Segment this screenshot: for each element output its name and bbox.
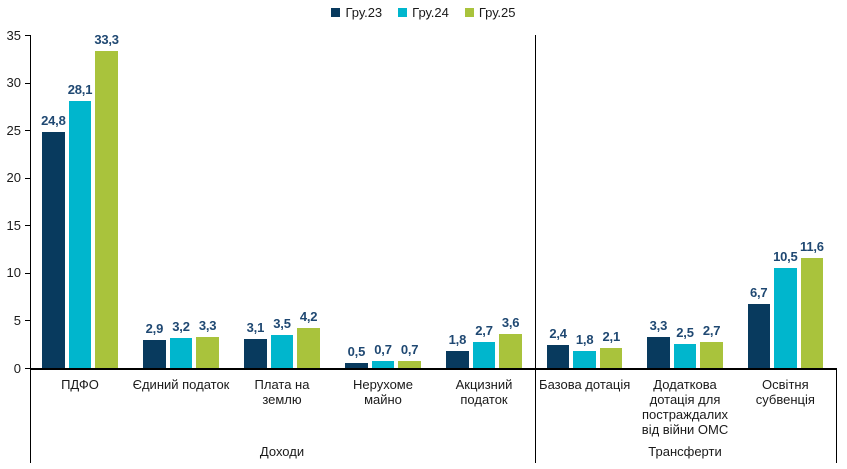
y-axis-tick: [24, 177, 30, 179]
bar: [747, 304, 770, 368]
y-axis-tick: [24, 82, 30, 84]
y-axis-tick-label: 25: [6, 122, 21, 138]
category-label: ПДФО: [61, 377, 99, 392]
y-axis-tick-label: 5: [13, 312, 21, 328]
legend-item: Гру.24: [398, 5, 449, 20]
value-label: 2,5: [676, 325, 694, 341]
right-border-line: [835, 368, 837, 463]
bar: [297, 328, 320, 368]
category-label: Нерухоме майно: [353, 377, 413, 407]
bar: [472, 342, 496, 368]
legend: Гру.23 Гру.24 Гру.25: [0, 5, 847, 20]
bar: [143, 340, 166, 368]
value-label: 0,7: [374, 342, 392, 358]
value-label: 0,5: [347, 344, 366, 360]
bar: [345, 363, 368, 368]
bar: [446, 350, 469, 368]
bar: [647, 336, 670, 368]
y-axis-tick: [24, 35, 30, 36]
x-axis-line: [29, 368, 837, 370]
category-label: Базова дотація: [539, 377, 631, 392]
legend-swatch-icon: [398, 8, 408, 17]
value-label: 3,3: [198, 317, 217, 333]
value-label: 2,7: [475, 323, 493, 339]
value-label: 3,3: [649, 317, 668, 333]
bar: [546, 345, 570, 368]
bar: [68, 100, 92, 368]
value-label: 3,2: [172, 318, 190, 334]
legend-swatch-icon: [464, 8, 474, 17]
value-label: 2,7: [702, 323, 721, 339]
bar: [169, 337, 193, 368]
bar: [244, 338, 267, 368]
bar: [95, 51, 118, 368]
value-label: 2,9: [145, 321, 164, 337]
bar: [270, 334, 294, 368]
value-label: 2,4: [549, 326, 567, 342]
bar: [42, 132, 65, 368]
y-axis-line: [29, 35, 31, 463]
bar: [398, 361, 421, 368]
value-label: 3,1: [246, 319, 265, 335]
value-label: 2,1: [602, 329, 621, 345]
y-axis-tick: [24, 320, 30, 322]
legend-label: Гру.23: [345, 5, 383, 20]
bar: [196, 336, 219, 368]
y-axis-tick-label: 30: [6, 75, 21, 91]
y-axis-tick-label: 35: [6, 27, 21, 43]
y-axis-tick: [24, 130, 30, 132]
legend-label: Гру.25: [478, 5, 516, 20]
y-axis-tick: [24, 225, 30, 227]
bar: [800, 257, 824, 368]
y-axis-tick: [24, 272, 30, 274]
legend-swatch-icon: [331, 8, 341, 17]
bar: [371, 361, 395, 368]
y-axis-tick-label: 10: [6, 265, 21, 281]
bar: [673, 344, 697, 368]
group-label: Трансферти: [648, 444, 722, 459]
group-label: Доходи: [259, 444, 305, 459]
y-axis-tick: [24, 368, 30, 369]
value-label: 33,3: [94, 32, 119, 48]
bar: [499, 333, 522, 368]
value-label: 28,1: [67, 81, 93, 97]
y-axis-tick-label: 15: [6, 217, 21, 233]
category-label: Акцизний податок: [455, 377, 513, 407]
value-label: 3,6: [501, 314, 520, 330]
value-label: 11,6: [800, 238, 824, 254]
value-label: 10,5: [773, 249, 798, 265]
y-axis-tick-label: 0: [13, 360, 21, 376]
value-label: 4,2: [299, 309, 318, 325]
value-label: 1,8: [575, 331, 594, 347]
bar: [700, 342, 723, 368]
y-axis-tick-label: 20: [6, 170, 21, 186]
category-label: Плата на землю: [254, 377, 310, 407]
value-label: 24,8: [41, 113, 66, 129]
category-label: Єдиний податок: [132, 377, 230, 392]
legend-label: Гру.24: [412, 5, 449, 20]
value-label: 3,5: [273, 315, 291, 331]
legend-item: Гру.23: [331, 5, 382, 20]
section-divider-line: [534, 35, 536, 463]
bar: [774, 268, 797, 368]
bar: [573, 350, 596, 368]
legend-item: Гру.25: [464, 5, 516, 20]
value-label: 1,8: [448, 331, 467, 347]
category-label: Додаткова дотація для постраждалих від війн…: [641, 377, 729, 437]
value-label: 0,7: [400, 342, 419, 358]
value-label: 6,7: [749, 285, 768, 301]
category-label: Освітня субвенція: [755, 377, 815, 407]
bar: [600, 348, 623, 368]
